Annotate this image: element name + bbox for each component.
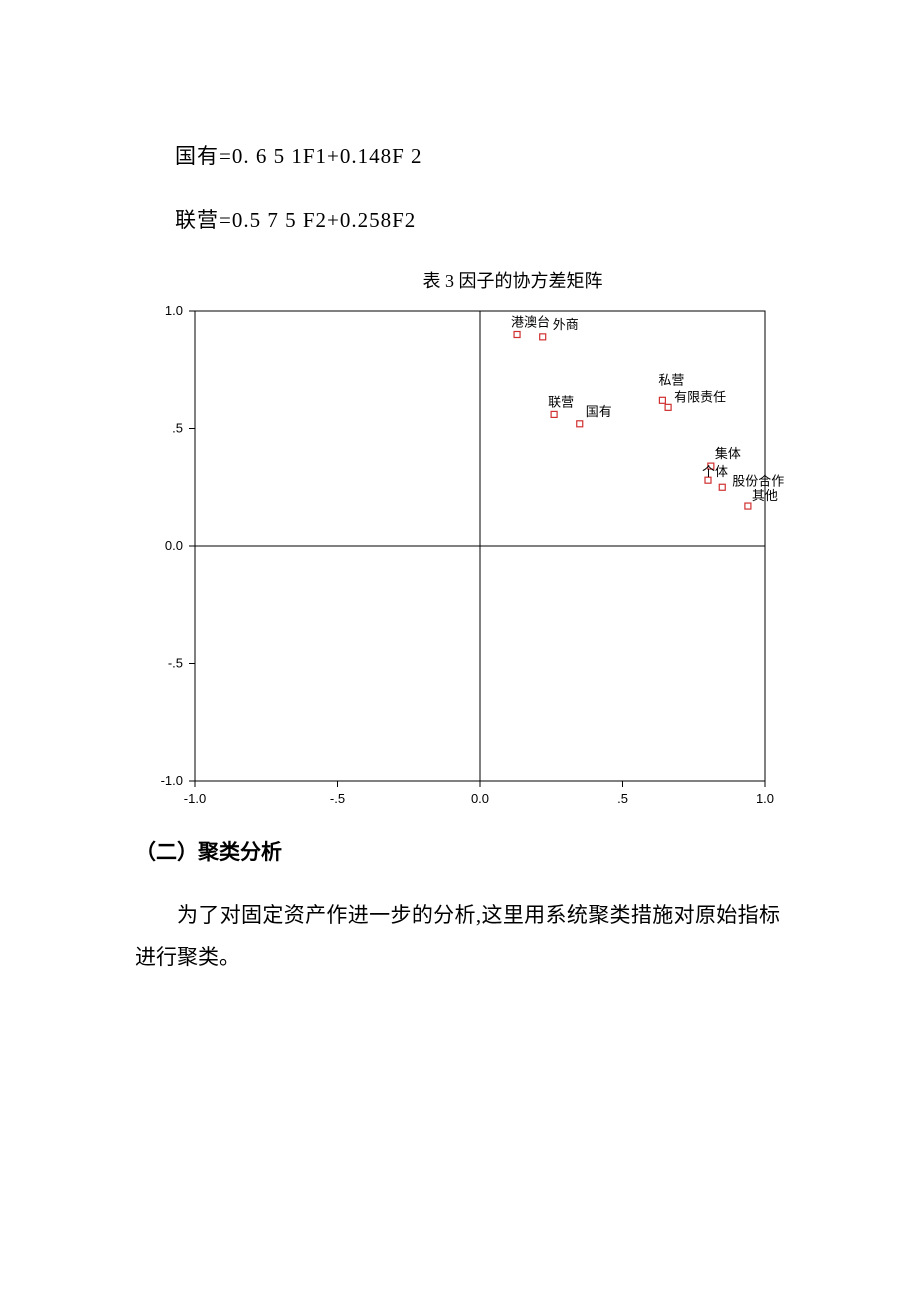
chart-title: 表 3 因子的协方差矩阵 — [175, 267, 790, 293]
section-paragraph: 为了对固定资产作进一步的分析,这里用系统聚类措施对原始指标进行聚类。 — [135, 894, 780, 978]
scatter-point — [540, 334, 546, 340]
formula-guoyou: 国有=0. 6 5 1F1+0.148F 2 — [175, 140, 790, 174]
scatter-label: 其他 — [752, 488, 778, 503]
scatter-label: 外商 — [553, 317, 579, 332]
scatter-label: 有限责任 — [674, 390, 726, 405]
scatter-label: 港澳台 — [511, 315, 550, 330]
svg-text:-1.0: -1.0 — [184, 791, 206, 806]
scatter-point — [719, 484, 725, 490]
formula-lianying: 联营=0.5 7 5 F2+0.258F2 — [175, 204, 790, 238]
scatter-point — [514, 332, 520, 338]
scatter-point — [659, 397, 665, 403]
svg-text:0.0: 0.0 — [165, 538, 183, 553]
scatter-label: 私营 — [658, 372, 684, 387]
section-title: （二）聚类分析 — [135, 836, 790, 866]
svg-text:.5: .5 — [172, 421, 183, 436]
scatter-point — [745, 503, 751, 509]
scatter-label: 集体 — [715, 446, 741, 461]
scatter-label: 个体 — [702, 464, 728, 479]
scatter-point — [665, 405, 671, 411]
scatter-point — [551, 412, 557, 418]
chart-svg: -1.0 -.5 0.0 .5 1.0 -1.0 -.5 0.0 .5 1.0 港澳台外商联营国有 私… — [125, 301, 785, 821]
scatter-label: 联营 — [548, 395, 574, 410]
scatter-label: 国有 — [586, 404, 612, 419]
svg-text:-.5: -.5 — [330, 791, 345, 806]
scatter-point — [577, 421, 583, 427]
scatter-chart: -1.0 -.5 0.0 .5 1.0 -1.0 -.5 0.0 .5 1.0 港澳台外商联营国有 私… — [125, 301, 785, 821]
svg-text:0.0: 0.0 — [471, 791, 489, 806]
svg-text:1.0: 1.0 — [165, 303, 183, 318]
svg-text:.5: .5 — [617, 791, 628, 806]
svg-text:-.5: -.5 — [168, 656, 183, 671]
svg-text:1.0: 1.0 — [756, 791, 774, 806]
svg-text:-1.0: -1.0 — [161, 773, 183, 788]
scatter-label: 股份合作 — [732, 473, 784, 488]
